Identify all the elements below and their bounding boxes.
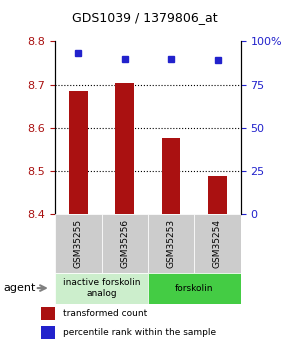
Text: inactive forskolin
analog: inactive forskolin analog [63,278,140,298]
Bar [41,307,55,319]
Text: percentile rank within the sample: percentile rank within the sample [63,328,216,337]
Bar [55,273,148,304]
Bar [148,214,194,273]
Bar [208,176,227,214]
Text: forskolin: forskolin [175,284,213,293]
Bar [148,273,241,304]
Text: GSM35256: GSM35256 [120,219,129,268]
Text: GSM35254: GSM35254 [213,219,222,268]
Bar [115,83,134,214]
Text: GDS1039 / 1379806_at: GDS1039 / 1379806_at [72,11,218,24]
Text: agent: agent [3,283,35,293]
Text: GSM35255: GSM35255 [74,219,83,268]
Bar [194,214,241,273]
Bar [41,326,55,338]
Bar [55,214,102,273]
Text: GSM35253: GSM35253 [166,219,176,268]
Text: transformed count: transformed count [63,309,147,318]
Bar [102,214,148,273]
Bar [69,91,88,214]
Bar [162,138,180,214]
